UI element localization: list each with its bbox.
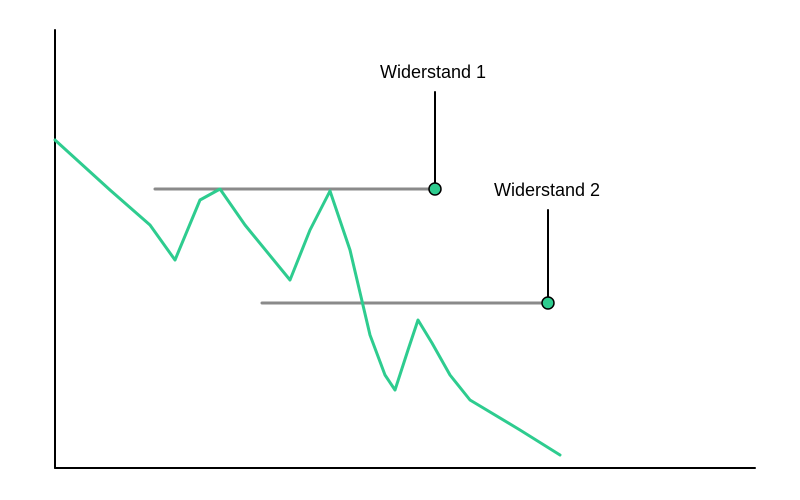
resistance-label-1: Widerstand 1 — [380, 62, 486, 83]
resistance-chart: Widerstand 1 Widerstand 2 — [0, 0, 800, 500]
resistance-label-2: Widerstand 2 — [494, 180, 600, 201]
